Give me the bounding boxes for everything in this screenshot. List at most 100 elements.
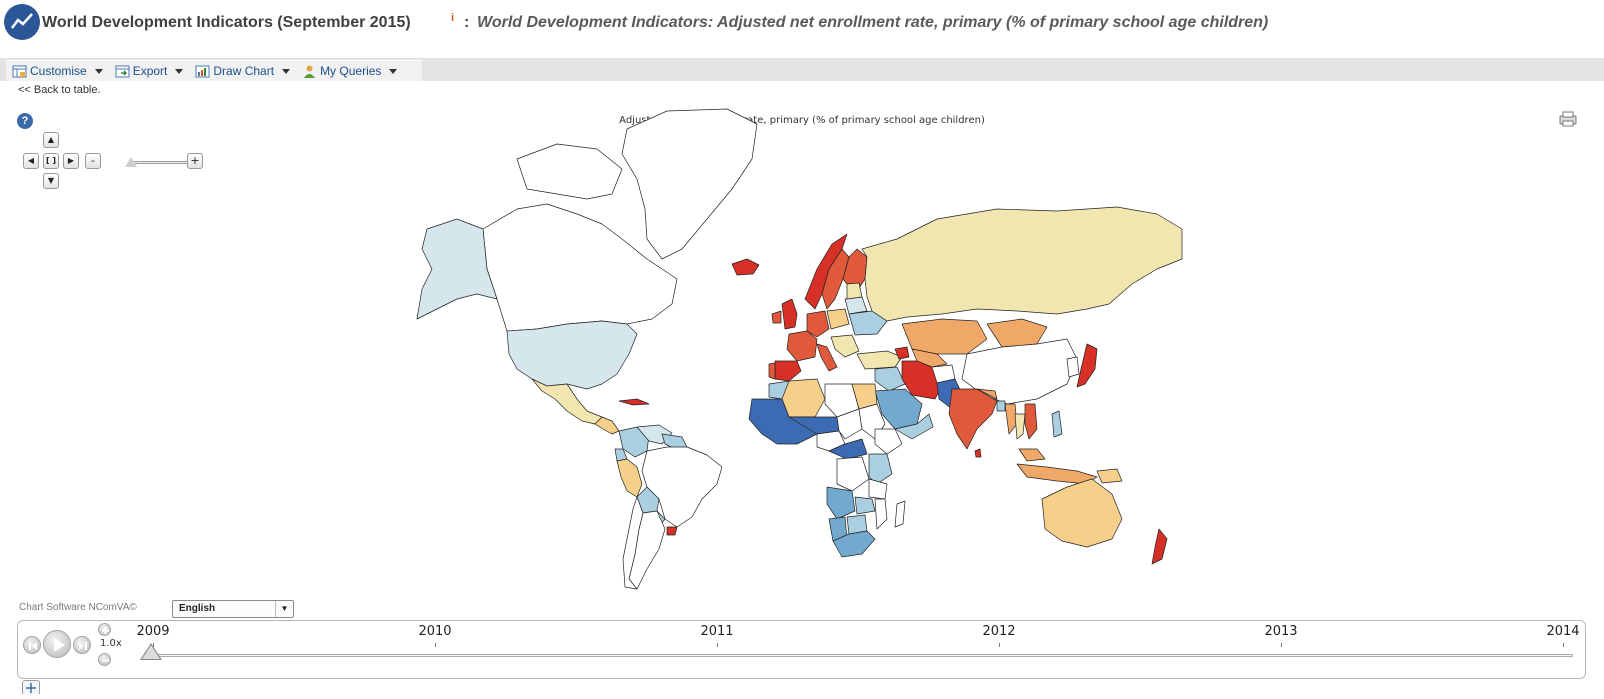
country-central-africa[interactable] xyxy=(828,438,868,460)
expand-button[interactable] xyxy=(22,680,40,694)
back-to-table-link[interactable]: << Back to table. xyxy=(18,84,101,96)
country-canada[interactable] xyxy=(482,203,678,332)
country-madagascar[interactable] xyxy=(894,500,906,528)
country-japan[interactable] xyxy=(1076,343,1098,388)
timeline-thumb[interactable] xyxy=(142,645,160,659)
pan-down-button[interactable]: ▼ xyxy=(43,173,59,189)
draw-chart-label: Draw Chart xyxy=(213,64,275,78)
country-usa[interactable] xyxy=(506,320,638,390)
country-france[interactable] xyxy=(786,330,818,362)
speed-up-button[interactable] xyxy=(98,623,111,636)
map-title: Adjusted net enrollment rate, primary (%… xyxy=(619,115,985,126)
country-philippines[interactable] xyxy=(1051,410,1063,438)
year-label[interactable]: 2011 xyxy=(700,624,734,639)
chart-software-credit[interactable]: Chart Software NComVA© xyxy=(19,602,137,613)
country-korea[interactable] xyxy=(1066,356,1080,378)
country-malaysia[interactable] xyxy=(1018,448,1046,462)
country-angola[interactable] xyxy=(826,486,856,520)
country-india[interactable] xyxy=(948,388,998,450)
toolbar: Customise Export Draw Chart My Queries xyxy=(6,60,422,81)
country-balkans[interactable] xyxy=(830,334,860,358)
country-kazakhstan[interactable] xyxy=(901,318,988,355)
wdi-logo xyxy=(4,4,40,40)
my-queries-label: My Queries xyxy=(320,64,382,78)
country-mongolia[interactable] xyxy=(986,318,1048,348)
export-menu[interactable]: Export xyxy=(109,62,190,81)
year-label[interactable]: 2012 xyxy=(982,624,1016,639)
chevron-down-icon: ▼ xyxy=(275,601,293,617)
country-italy[interactable] xyxy=(816,343,838,372)
country-congo[interactable] xyxy=(836,456,870,492)
help-icon[interactable]: ? xyxy=(17,113,33,129)
zoom-slider-thumb[interactable] xyxy=(125,157,137,167)
info-icon[interactable]: i xyxy=(451,12,455,24)
customise-menu[interactable]: Customise xyxy=(6,62,109,81)
country-poland[interactable] xyxy=(826,308,850,330)
country-east-africa[interactable] xyxy=(868,453,893,485)
country-greenland[interactable] xyxy=(621,108,758,260)
previous-button[interactable] xyxy=(23,636,41,654)
play-button[interactable] xyxy=(43,630,71,658)
my-queries-menu[interactable]: My Queries xyxy=(296,62,403,81)
user-icon xyxy=(302,64,317,79)
speed-down-button[interactable] xyxy=(98,653,111,666)
country-chile[interactable] xyxy=(622,496,644,590)
country-australia[interactable] xyxy=(1041,478,1123,548)
print-icon[interactable] xyxy=(1559,111,1577,127)
year-label[interactable]: 2014 xyxy=(1546,624,1580,639)
country-ukraine[interactable] xyxy=(848,310,888,336)
country-yemen-oman[interactable] xyxy=(894,413,934,440)
country-south-africa[interactable] xyxy=(832,530,876,558)
zoom-out-button[interactable]: - xyxy=(85,153,101,169)
country-germany[interactable] xyxy=(806,310,830,338)
country-png[interactable] xyxy=(1096,468,1123,484)
country-iceland[interactable] xyxy=(731,258,760,276)
country-bangladesh[interactable] xyxy=(996,400,1006,412)
year-label[interactable]: 2010 xyxy=(418,624,452,639)
year-label[interactable]: 2013 xyxy=(1264,624,1298,639)
country-west-africa[interactable] xyxy=(748,398,818,445)
country-alaska[interactable] xyxy=(416,218,498,320)
year-label[interactable]: 2009 xyxy=(136,624,170,639)
country-turkey[interactable] xyxy=(856,350,903,370)
country-baltics[interactable] xyxy=(846,282,863,300)
next-button[interactable] xyxy=(73,636,91,654)
country-ethiopia[interactable] xyxy=(874,428,903,455)
world-map[interactable] xyxy=(397,99,1187,599)
country-spain[interactable] xyxy=(774,360,802,382)
country-central-asia-south[interactable] xyxy=(911,348,948,368)
country-caucasus[interactable] xyxy=(894,346,910,360)
reset-view-button[interactable]: [ ] xyxy=(43,153,59,169)
zoom-in-button[interactable]: + xyxy=(187,153,203,169)
country-nepal-bhutan[interactable] xyxy=(976,388,998,400)
title-separator: : xyxy=(464,14,470,31)
pan-right-button[interactable]: ▶ xyxy=(63,153,79,169)
country-cuba[interactable] xyxy=(618,398,650,406)
country-vietnam-laos[interactable] xyxy=(1024,403,1038,440)
country-new-zealand[interactable] xyxy=(1151,528,1168,565)
country-uruguay[interactable] xyxy=(666,526,678,536)
pan-left-button[interactable]: ◀ xyxy=(23,153,39,169)
timeline-track[interactable] xyxy=(153,654,1573,657)
country-peru[interactable] xyxy=(616,458,643,498)
chevron-down-icon xyxy=(94,68,103,74)
language-select[interactable]: English ▼ xyxy=(172,600,294,618)
country-sri-lanka[interactable] xyxy=(974,448,982,458)
country-zambia[interactable] xyxy=(854,496,876,515)
country-portugal[interactable] xyxy=(768,362,776,380)
country-tanzania[interactable] xyxy=(868,478,888,500)
country-ireland[interactable] xyxy=(771,310,782,324)
country-chad[interactable] xyxy=(836,408,863,440)
country-uk[interactable] xyxy=(781,298,798,330)
country-thailand[interactable] xyxy=(1014,413,1026,440)
pan-up-button[interactable]: ▲ xyxy=(43,132,59,148)
year-tick xyxy=(717,643,718,647)
country-canada-islands[interactable] xyxy=(516,143,623,200)
country-syria-iraq[interactable] xyxy=(874,366,906,392)
country-algeria[interactable] xyxy=(781,378,826,418)
map-panel: ? Adjusted net enrollment rate, primary … xyxy=(17,99,1587,609)
draw-chart-menu[interactable]: Draw Chart xyxy=(189,62,296,81)
country-mozambique[interactable] xyxy=(874,498,888,530)
country-belarus[interactable] xyxy=(844,296,868,315)
country-russia[interactable] xyxy=(861,206,1183,322)
